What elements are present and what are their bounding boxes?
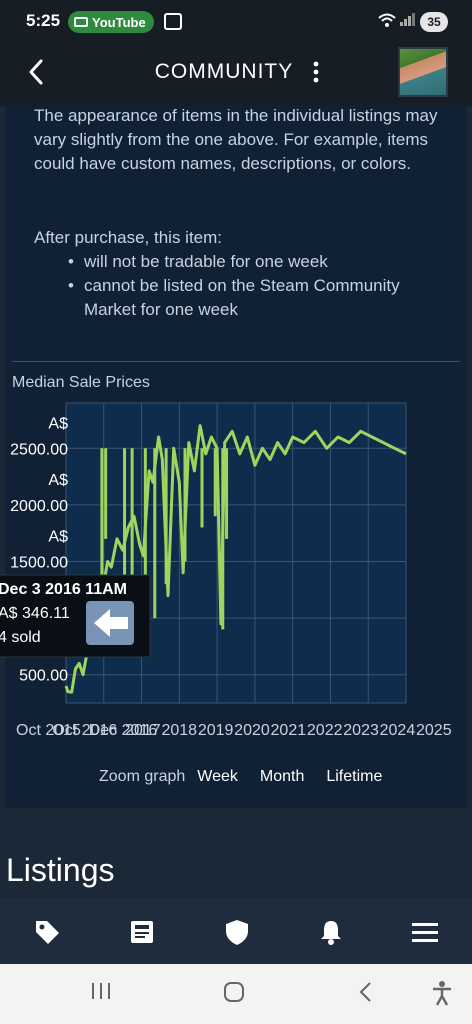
divider	[12, 361, 460, 362]
chart-title: Median Sale Prices	[12, 374, 150, 391]
y-tick-currency: A$	[48, 415, 68, 432]
tooltip-date: Dec 3 2016 11AM	[0, 581, 127, 598]
tooltip-sold: 4 sold	[0, 629, 41, 646]
list-item: will not be tradable for one week	[68, 250, 448, 274]
y-tick-label: 1500.00	[10, 554, 68, 571]
listing-disclaimer: The appearance of items in the individua…	[34, 106, 438, 173]
kebab-menu-icon[interactable]	[312, 60, 320, 90]
back-icon[interactable]	[356, 980, 376, 1011]
y-tick-label: 2500.00	[10, 441, 68, 458]
app-header: COMMUNITY	[0, 44, 472, 106]
x-tick-label: 2018	[161, 722, 197, 739]
battery-indicator: 35	[420, 12, 448, 32]
news-icon[interactable]	[127, 918, 157, 946]
median-price-chart[interactable]: A$500.00A$1000.00A$1500.00A$2000.00A$250…	[0, 395, 472, 740]
bell-icon[interactable]	[316, 918, 346, 946]
x-tick-label: Oct 2015	[16, 722, 81, 739]
status-bar: 5:25 YouTube 35	[0, 0, 472, 44]
tag-icon[interactable]	[32, 918, 62, 946]
x-tick-label: 2024	[380, 722, 416, 739]
status-time: 5:25	[26, 11, 61, 30]
left-arrow-icon	[94, 609, 128, 637]
signal-icon	[400, 12, 416, 29]
hamburger-menu-icon[interactable]	[410, 918, 440, 946]
recents-icon[interactable]	[90, 980, 112, 1009]
listings-heading: Listings	[6, 852, 115, 888]
accessibility-icon[interactable]	[430, 980, 454, 1013]
y-tick-currency: A$	[48, 472, 68, 489]
x-tick-label: 2022	[307, 722, 343, 739]
x-tick-label: 2023	[343, 722, 379, 739]
wifi-icon	[378, 13, 396, 30]
home-icon[interactable]	[222, 980, 246, 1011]
x-tick-label: 2025	[416, 722, 452, 739]
after-purchase-heading: After purchase, this item:	[34, 228, 223, 247]
avatar[interactable]	[398, 47, 448, 97]
tooltip-price: A$ 346.11	[0, 605, 70, 622]
screen-capture-icon	[164, 13, 182, 30]
x-tick-label: Dec 2016	[89, 722, 158, 739]
y-tick-label: 2000.00	[10, 498, 68, 515]
page-title: COMMUNITY	[154, 60, 294, 83]
zoom-month-button[interactable]: Month	[259, 768, 305, 785]
youtube-badge-label: YouTube	[92, 14, 146, 30]
x-tick-label: Oct 2016	[52, 722, 117, 739]
list-item: cannot be listed on the Steam Community …	[68, 274, 448, 322]
zoom-label: Zoom graph	[99, 768, 186, 785]
youtube-badge[interactable]: YouTube	[68, 11, 154, 33]
bottom-nav	[0, 898, 472, 964]
restriction-list: will not be tradable for one week cannot…	[68, 250, 448, 322]
y-tick-label: 500.00	[19, 668, 68, 685]
x-tick-label: 2020	[234, 722, 270, 739]
x-tick-label: 2021	[271, 722, 307, 739]
x-tick-label: 2017	[125, 722, 161, 739]
chart-grid	[66, 403, 406, 703]
zoom-week-button[interactable]: Week	[197, 768, 238, 785]
system-nav	[0, 964, 472, 1024]
x-tick-label: 2019	[198, 722, 234, 739]
zoom-controls: Zoom graph Week Month Lifetime	[99, 768, 382, 786]
zoom-lifetime-button[interactable]: Lifetime	[326, 768, 383, 785]
y-tick-currency: A$	[48, 528, 68, 545]
chevron-left-icon[interactable]	[26, 58, 46, 90]
tv-icon	[74, 17, 88, 27]
chart-tooltip: Dec 3 2016 11AM A$ 346.11 4 sold	[0, 574, 151, 658]
shield-icon[interactable]	[222, 918, 252, 946]
